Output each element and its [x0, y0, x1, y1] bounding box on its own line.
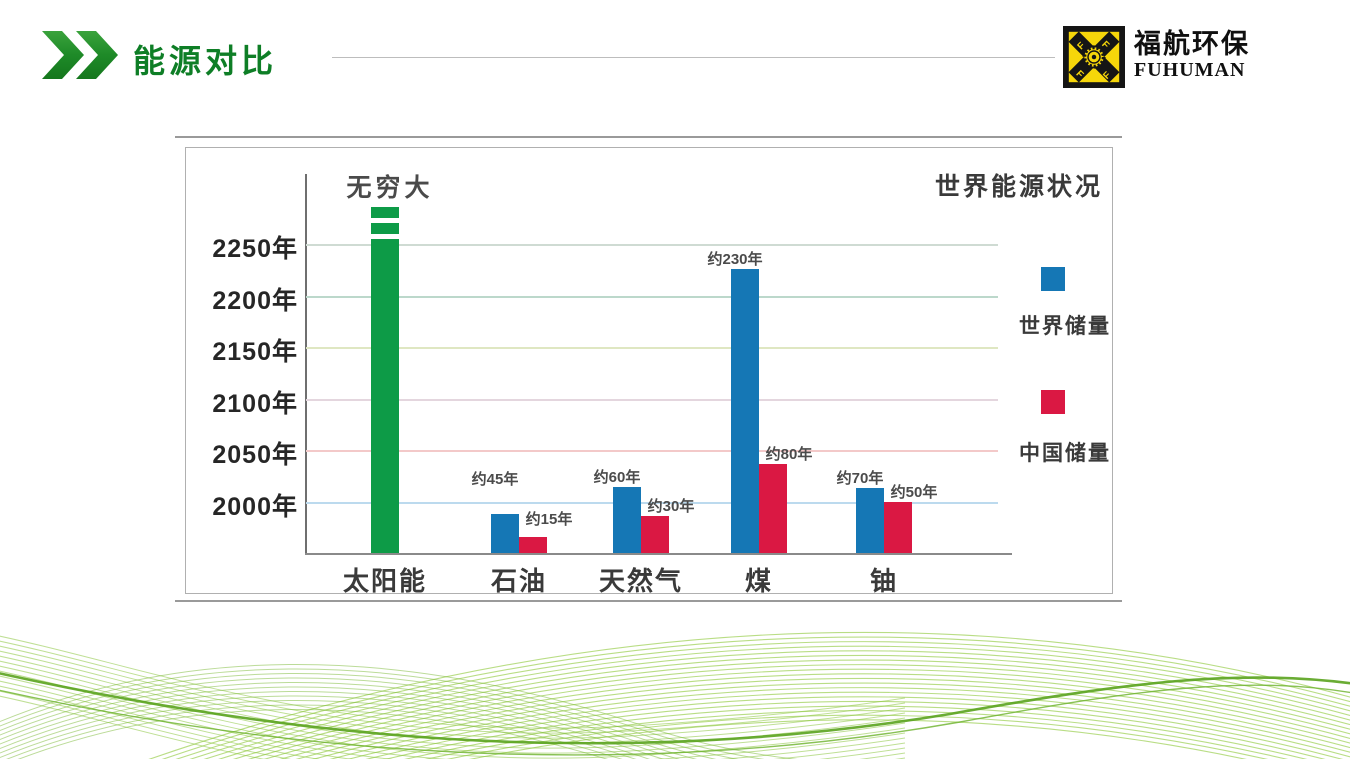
- y-tick-label: 2000年: [212, 493, 298, 521]
- bar-gas-china: [641, 516, 669, 553]
- legend-swatch-world-reserves: [1041, 267, 1065, 291]
- gridline-2100: [306, 399, 998, 401]
- double-chevron-icon: [42, 31, 118, 79]
- energy-chart: 2250年 2200年 2150年 2100年 2050年 2000年太阳能 石油 天然气 煤 铀…: [185, 147, 1113, 594]
- y-tick-label: 2200年: [212, 287, 298, 315]
- header-divider: [332, 57, 1055, 58]
- infinity-break-mark-1: [371, 207, 399, 218]
- legend-label-china-reserves: 中国储量: [1019, 441, 1111, 465]
- bar-oil-china: [519, 537, 547, 553]
- gridline-2200: [306, 296, 998, 298]
- gridline-2250: [306, 244, 998, 246]
- wave-accent-curve: [0, 672, 1350, 745]
- fuhuman-logo-icon: F F F F: [1063, 26, 1125, 88]
- chart-frame: 2250年 2200年 2150年 2100年 2050年 2000年太阳能 石油 天然气 煤 铀…: [175, 136, 1122, 602]
- x-category-label-gas: 天然气: [598, 567, 683, 594]
- gridline-2000: [306, 502, 998, 504]
- wave-decoration: [0, 631, 1350, 759]
- gridline-2150: [306, 347, 998, 349]
- logo-name-en: FUHUMAN: [1134, 59, 1246, 81]
- brand: F F F F 福航环保 FUHUMAN: [1063, 26, 1250, 88]
- bar-solar: [371, 239, 399, 553]
- infinity-break-mark-2: [371, 223, 399, 234]
- bar-coal-china: [759, 464, 787, 553]
- wave-accent-curve-2: [0, 684, 1350, 756]
- bar-value-label: 约15年: [525, 511, 573, 528]
- chevron-2: [76, 31, 118, 79]
- legend-swatch-china-reserves: [1041, 390, 1065, 414]
- y-axis-line: [305, 174, 307, 555]
- infinity-label: 无穷大: [346, 175, 434, 202]
- brand-text: 福航环保 FUHUMAN: [1134, 26, 1250, 81]
- plot-area: 2250年 2200年 2150年 2100年 2050年 2000年太阳能 石油 天然气 煤 铀…: [186, 148, 1112, 593]
- chart-title: 世界能源状况: [934, 174, 1103, 201]
- bar-oil-world: [491, 514, 519, 553]
- bar-uranium-china: [884, 502, 912, 553]
- bar-value-label: 约230年: [707, 251, 763, 268]
- bar-gas-world: [613, 487, 641, 553]
- bar-value-label: 约70年: [836, 470, 884, 487]
- bar-value-label: 约50年: [890, 484, 938, 501]
- legend-label-world-reserves: 世界储量: [1019, 314, 1111, 338]
- slide-title: 能源对比: [133, 43, 278, 79]
- x-category-label-uranium: 铀: [869, 567, 898, 594]
- x-category-label-solar: 太阳能: [342, 567, 427, 594]
- bar-value-label: 约60年: [593, 469, 641, 486]
- bar-value-label: 约80年: [765, 446, 813, 463]
- x-axis-line: [305, 553, 1012, 555]
- bar-uranium-world: [856, 488, 884, 553]
- bar-value-label: 约30年: [647, 498, 695, 515]
- chevron-1: [42, 31, 84, 79]
- x-category-label-oil: 石油: [490, 567, 547, 594]
- logo-name-cn: 福航环保: [1134, 29, 1250, 59]
- x-category-label-coal: 煤: [744, 567, 773, 594]
- bar-value-label: 约45年: [471, 471, 519, 488]
- y-tick-label: 2100年: [212, 390, 298, 418]
- y-tick-label: 2050年: [212, 441, 298, 469]
- y-tick-label: 2150年: [212, 338, 298, 366]
- bar-coal-world: [731, 269, 759, 553]
- y-tick-label: 2250年: [212, 235, 298, 263]
- gridline-2050: [306, 450, 998, 452]
